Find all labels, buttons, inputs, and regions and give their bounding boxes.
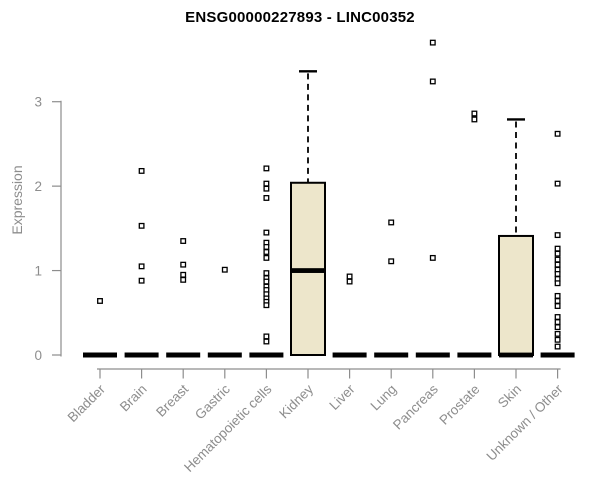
data-point-unknown-other xyxy=(554,256,561,263)
data-point-breast xyxy=(180,271,187,278)
data-point-unknown-other xyxy=(554,330,561,337)
data-point-hematopoietic-cells xyxy=(263,270,270,277)
data-point-hematopoietic-cells xyxy=(263,185,270,192)
y-tick-label-2: 2 xyxy=(34,179,42,194)
data-point-pancreas xyxy=(429,39,436,46)
y-tick-label-0: 0 xyxy=(34,348,42,363)
data-point-unknown-other xyxy=(554,319,561,326)
x-tick-label-prostate: Prostate xyxy=(436,382,482,428)
median-line-brain xyxy=(124,352,159,358)
median-line-bladder xyxy=(83,352,117,358)
data-point-unknown-other xyxy=(554,298,561,304)
x-tick-label-skin: Skin xyxy=(495,382,524,411)
data-point-unknown-other xyxy=(554,180,561,187)
median-line-kidney xyxy=(291,268,325,273)
data-point-hematopoietic-cells xyxy=(263,165,270,172)
x-tick-label-pancreas: Pancreas xyxy=(390,381,441,432)
data-point-hematopoietic-cells xyxy=(263,249,270,255)
data-point-prostate xyxy=(471,110,478,117)
data-point-unknown-other xyxy=(554,324,561,331)
data-point-pancreas xyxy=(429,254,436,261)
data-point-lung xyxy=(388,258,395,265)
data-point-unknown-other xyxy=(554,280,561,287)
x-tick-label-liver: Liver xyxy=(326,381,358,413)
data-point-unknown-other xyxy=(554,232,561,239)
x-tick-label-kidney: Kidney xyxy=(276,381,316,421)
data-point-unknown-other xyxy=(554,303,561,309)
data-point-unknown-other xyxy=(554,261,561,268)
data-point-pancreas xyxy=(429,78,436,85)
x-tick-label-lung: Lung xyxy=(367,382,399,414)
data-point-breast xyxy=(180,261,187,268)
median-line-prostate xyxy=(457,352,492,358)
data-point-unknown-other xyxy=(554,343,561,350)
x-tick-label-unknown-other: Unknown / Other xyxy=(483,381,566,464)
data-point-hematopoietic-cells xyxy=(263,229,270,236)
data-point-breast xyxy=(180,276,187,283)
data-point-unknown-other xyxy=(554,336,561,343)
x-tick-label-breast: Breast xyxy=(153,381,191,419)
y-tick-label-1: 1 xyxy=(34,263,42,278)
data-point-hematopoietic-cells xyxy=(263,243,270,250)
median-line-unknown-other xyxy=(540,352,575,358)
median-line-pancreas xyxy=(415,352,450,358)
data-point-unknown-other xyxy=(554,250,561,257)
data-point-brain xyxy=(138,263,145,270)
x-tick-label-gastric: Gastric xyxy=(192,381,233,422)
data-point-unknown-other xyxy=(554,245,561,252)
y-tick-label-3: 3 xyxy=(34,95,42,110)
median-line-lung xyxy=(374,352,409,358)
data-point-unknown-other xyxy=(554,292,561,299)
data-point-lung xyxy=(388,219,395,226)
x-tick-label-bladder: Bladder xyxy=(65,381,109,425)
data-point-hematopoietic-cells xyxy=(263,195,270,201)
data-point-hematopoietic-cells xyxy=(263,333,270,340)
data-point-unknown-other xyxy=(554,270,561,277)
data-point-hematopoietic-cells xyxy=(263,338,270,345)
data-point-hematopoietic-cells xyxy=(263,278,270,285)
median-line-liver xyxy=(332,352,367,358)
chart-title: ENSG00000227893 - LINC00352 xyxy=(185,9,415,26)
data-point-unknown-other xyxy=(554,314,561,320)
data-point-bladder xyxy=(97,298,103,304)
data-point-hematopoietic-cells xyxy=(263,302,270,309)
x-tick-label-brain: Brain xyxy=(117,382,150,415)
data-point-brain xyxy=(138,222,145,229)
data-point-unknown-other xyxy=(554,130,561,137)
data-point-gastric xyxy=(221,266,228,273)
median-line-gastric xyxy=(207,352,242,358)
data-point-liver xyxy=(346,273,353,280)
data-point-liver xyxy=(346,278,353,285)
data-point-breast xyxy=(180,238,187,244)
median-line-hematopoietic-cells xyxy=(249,352,284,358)
data-point-brain xyxy=(138,167,145,174)
data-point-brain xyxy=(138,277,145,284)
data-point-hematopoietic-cells xyxy=(263,254,270,261)
data-point-hematopoietic-cells xyxy=(263,180,270,187)
box-skin xyxy=(498,234,534,357)
median-line-skin xyxy=(499,352,533,358)
median-line-breast xyxy=(166,352,201,358)
data-point-prostate xyxy=(471,116,478,123)
